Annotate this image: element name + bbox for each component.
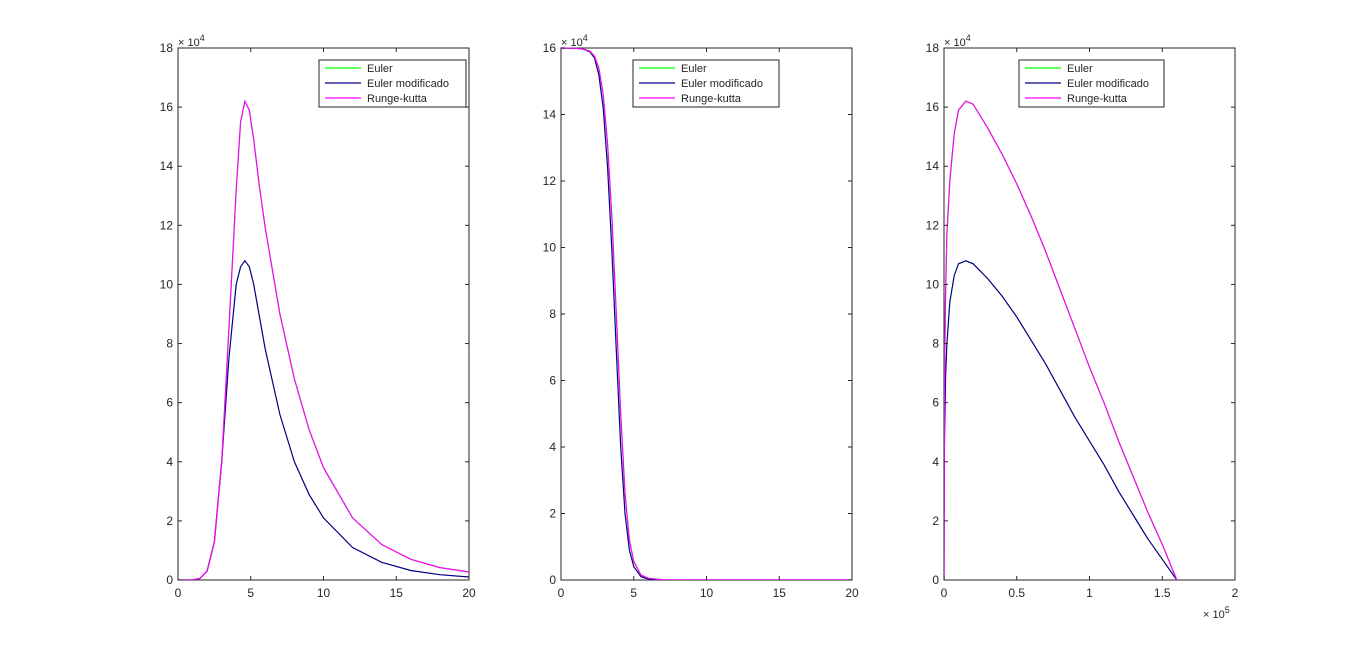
legend-label: Euler modificado: [681, 78, 763, 90]
legend-label: Runge-kutta: [1067, 93, 1128, 105]
series-group: [561, 47, 852, 580]
series-group: [944, 100, 1178, 580]
x-exponent-label: × 105: [1203, 605, 1230, 621]
y-tick-label: 14: [926, 159, 940, 173]
legend-label: Euler: [367, 63, 393, 75]
x-tick-label: 0: [558, 586, 565, 600]
series-line-3: [561, 47, 852, 580]
y-tick-label: 18: [926, 41, 940, 55]
x-tick-label: 0: [175, 586, 182, 600]
x-tick-label: 1: [1086, 586, 1093, 600]
series-line-2: [944, 260, 1178, 580]
legend-label: Euler: [1067, 63, 1093, 75]
series-line-3: [944, 100, 1178, 580]
y-tick-label: 16: [160, 100, 174, 114]
x-tick-label: 10: [317, 586, 331, 600]
x-tick-label: 20: [845, 586, 859, 600]
legend: Euler Euler modificado Runge-kutta: [318, 59, 467, 108]
subplot-2: 0 5 10 15 20 0 2 4 6 8 10 12 14 16 × 104 Euler Euler mod…: [543, 33, 859, 600]
series-line-3: [178, 99, 469, 580]
y-tick-label: 8: [549, 307, 556, 321]
x-tick-label: 0.5: [1008, 586, 1025, 600]
y-tick-label: 10: [160, 277, 174, 291]
y-tick-label: 2: [549, 507, 556, 521]
x-tick-label: 1.5: [1154, 586, 1171, 600]
y-tick-label: 12: [543, 174, 557, 188]
x-tick-label: 5: [630, 586, 637, 600]
y-tick-label: 4: [549, 440, 556, 454]
y-tick-label: 2: [932, 514, 939, 528]
y-tick-label: 12: [160, 218, 174, 232]
y-exponent-label: × 104: [944, 33, 971, 49]
x-tick-label: 15: [773, 586, 787, 600]
y-tick-label: 0: [166, 573, 173, 587]
legend-label: Runge-kutta: [367, 93, 428, 105]
y-tick-label: 4: [166, 455, 173, 469]
y-tick-label: 16: [926, 100, 940, 114]
y-exponent-label: × 104: [561, 33, 588, 49]
legend-label: Euler modificado: [1067, 78, 1149, 90]
y-tick-label: 14: [160, 159, 174, 173]
x-tick-label: 0: [941, 586, 948, 600]
y-tick-label: 12: [926, 218, 940, 232]
y-tick-label: 8: [932, 337, 939, 351]
axes-box: [560, 47, 853, 581]
axes-box: [177, 47, 470, 581]
legend-label: Runge-kutta: [681, 93, 742, 105]
y-tick-label: 14: [543, 108, 557, 122]
y-exponent-label: × 104: [178, 33, 205, 49]
legend: Euler Euler modificado Runge-kutta: [632, 59, 780, 108]
y-tick-label: 6: [166, 396, 173, 410]
y-tick-label: 10: [543, 241, 557, 255]
y-tick-label: 16: [543, 41, 557, 55]
x-tick-label: 2: [1232, 586, 1239, 600]
x-tick-label: 15: [390, 586, 404, 600]
y-tick-label: 8: [166, 337, 173, 351]
y-tick-label: 0: [549, 573, 556, 587]
y-tick-label: 6: [549, 374, 556, 388]
x-tick-label: 5: [247, 586, 254, 600]
subplot-1: 0 5 10 15 20 0 2 4 6 8 10 12 14 16 18 × 104 Euler Euler m…: [160, 33, 476, 600]
y-tick-label: 6: [932, 396, 939, 410]
y-tick-label: 10: [926, 277, 940, 291]
y-tick-label: 4: [932, 455, 939, 469]
x-tick-label: 10: [700, 586, 714, 600]
legend: Euler Euler modificado Runge-kutta: [1018, 59, 1165, 108]
legend-label: Euler: [681, 63, 707, 75]
y-tick-label: 0: [932, 573, 939, 587]
legend-label: Euler modificado: [367, 78, 449, 90]
y-tick-label: 2: [166, 514, 173, 528]
series-group: [178, 99, 469, 580]
y-tick-label: 18: [160, 41, 174, 55]
x-tick-label: 20: [462, 586, 476, 600]
